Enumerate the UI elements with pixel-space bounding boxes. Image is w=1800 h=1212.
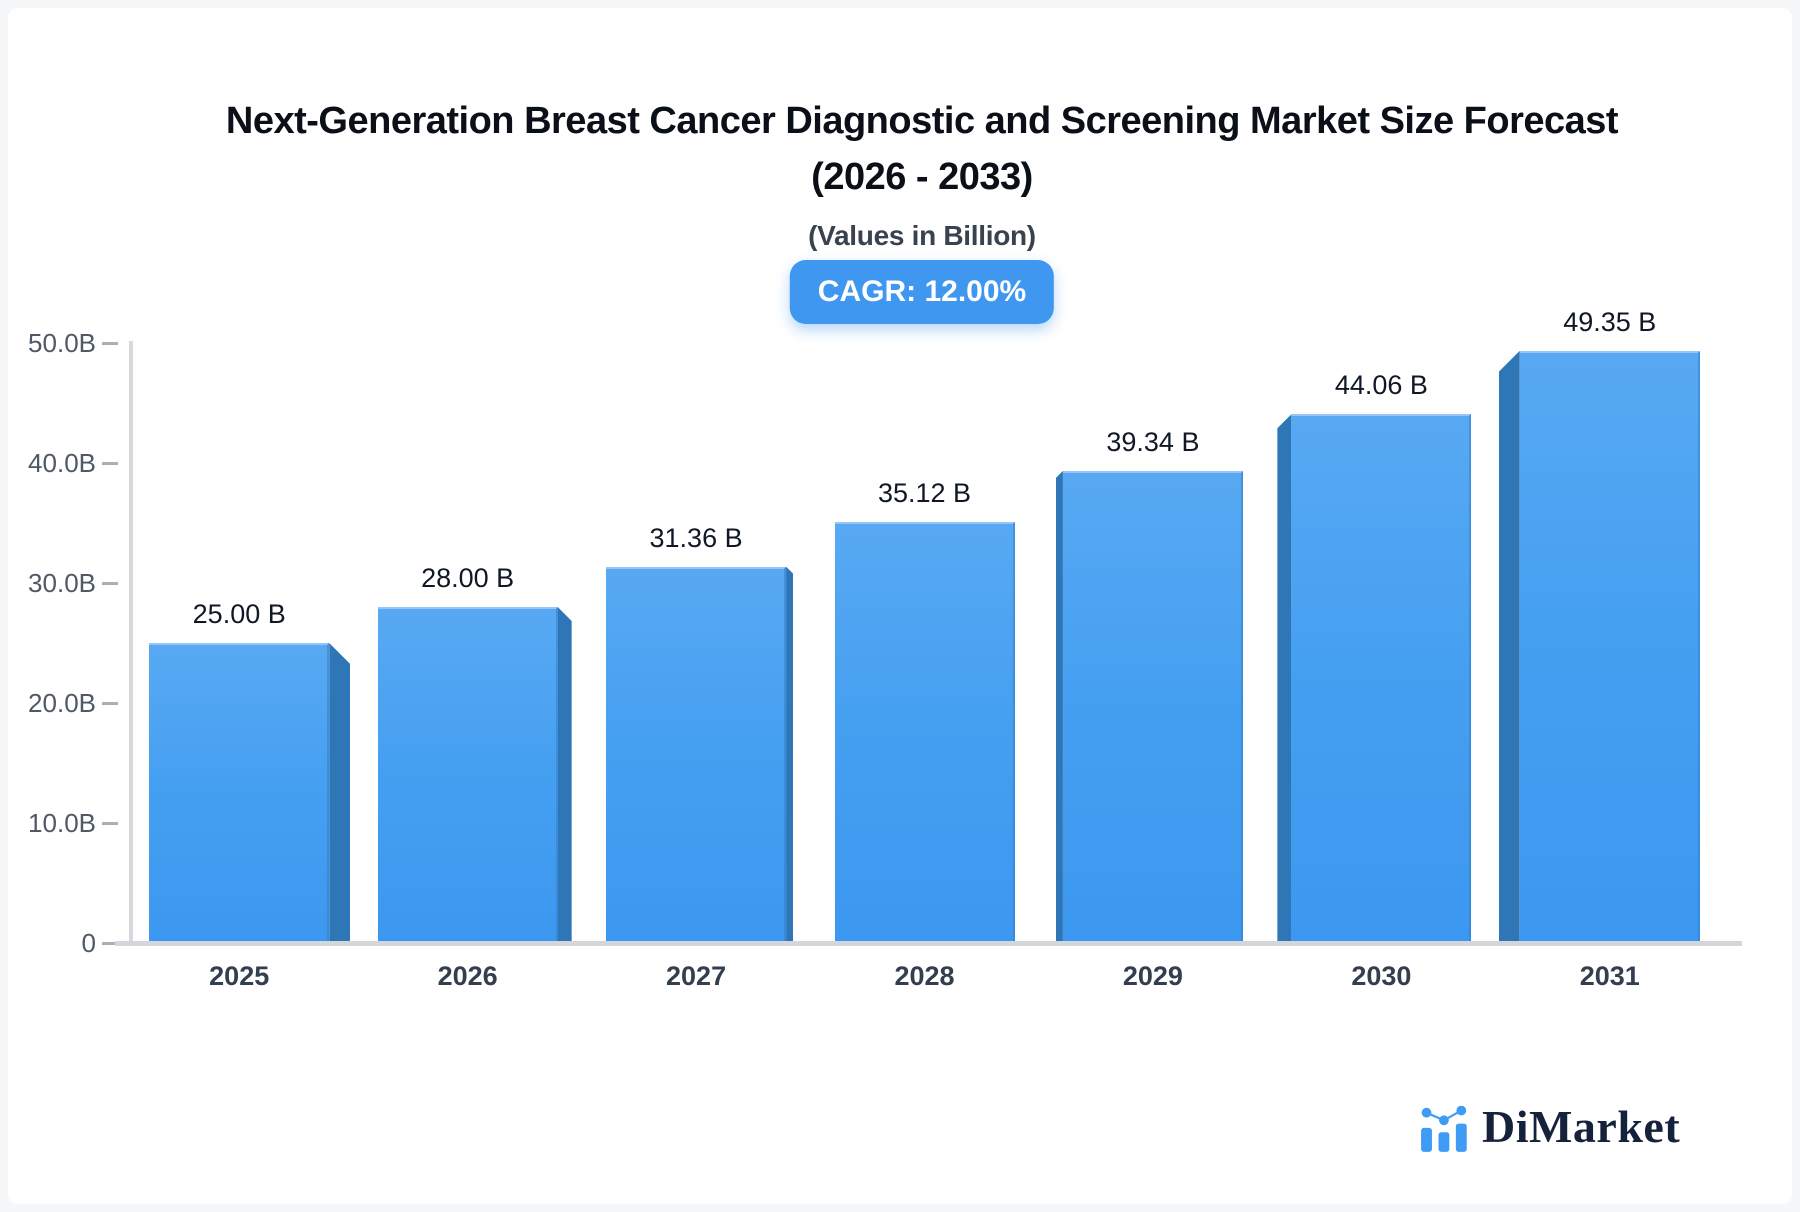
logo-text: DiMarket [1482,1101,1681,1152]
bar-2025[interactable] [149,643,330,944]
y-axis-tick-label: 20.0B [28,688,96,718]
y-axis-tick-mark [102,701,118,705]
cagr-badge: CAGR: 12.00% [789,260,1055,324]
y-axis-tick-mark [102,581,118,585]
bar-value-label-2031: 49.35 B [1563,306,1657,337]
x-axis-label-2029: 2029 [1122,961,1183,991]
dimarket-logo[interactable]: DiMarket [1420,1096,1680,1152]
y-axis-tick-mark [102,941,118,945]
bar-value-label-2030: 44.06 B [1334,370,1428,401]
bar-3d-side-2030 [1277,414,1292,944]
logo-bar-chart-icon [1421,1106,1467,1152]
y-axis-tick-label: 30.0B [28,568,96,598]
x-axis-label-2028: 2028 [894,961,955,991]
chart-title-line1: Next-Generation Breast Cancer Diagnostic… [225,100,1619,142]
bar-3d-side-2027 [786,566,794,944]
chart-title-line2: (2026 - 2033) [811,156,1033,198]
y-axis-tick-label: 0 [81,928,96,958]
y-axis-tick-label: 40.0B [28,448,96,478]
bar-2027[interactable] [606,566,787,944]
bar-value-label-2027: 31.36 B [649,522,743,553]
bar-2030[interactable] [1291,414,1472,944]
x-axis-line [115,941,1742,946]
bar-2026[interactable] [377,607,558,944]
y-axis-tick-mark [102,341,118,345]
bar-value-label-2026: 28.00 B [421,563,515,593]
bar-2028[interactable] [834,521,1015,944]
bar-3d-side-2029 [1055,470,1063,944]
bar-value-label-2029: 39.34 B [1106,426,1200,457]
bar-3d-side-2025 [329,643,351,944]
bar-3d-side-2031 [1498,350,1520,944]
y-axis-line [129,341,133,945]
x-axis-label-2031: 2031 [1579,961,1640,991]
bar-2031[interactable] [1519,350,1700,944]
y-axis-tick-label: 10.0B [28,808,96,838]
y-axis-tick-mark [102,461,118,465]
y-axis-tick-mark [102,821,118,825]
x-axis-label-2025: 2025 [209,961,270,991]
x-axis-label-2030: 2030 [1351,961,1412,991]
x-axis-label-2027: 2027 [666,961,727,991]
chart-subtitle: (Values in Billion) [808,220,1036,251]
bar-value-label-2025: 25.00 B [192,599,286,629]
y-axis-tick-label: 50.0B [28,328,96,358]
bar-2029[interactable] [1062,470,1243,944]
x-axis-label-2026: 2026 [437,961,498,991]
bar-3d-side-2026 [557,607,572,944]
bar-value-label-2028: 35.12 B [877,477,972,508]
